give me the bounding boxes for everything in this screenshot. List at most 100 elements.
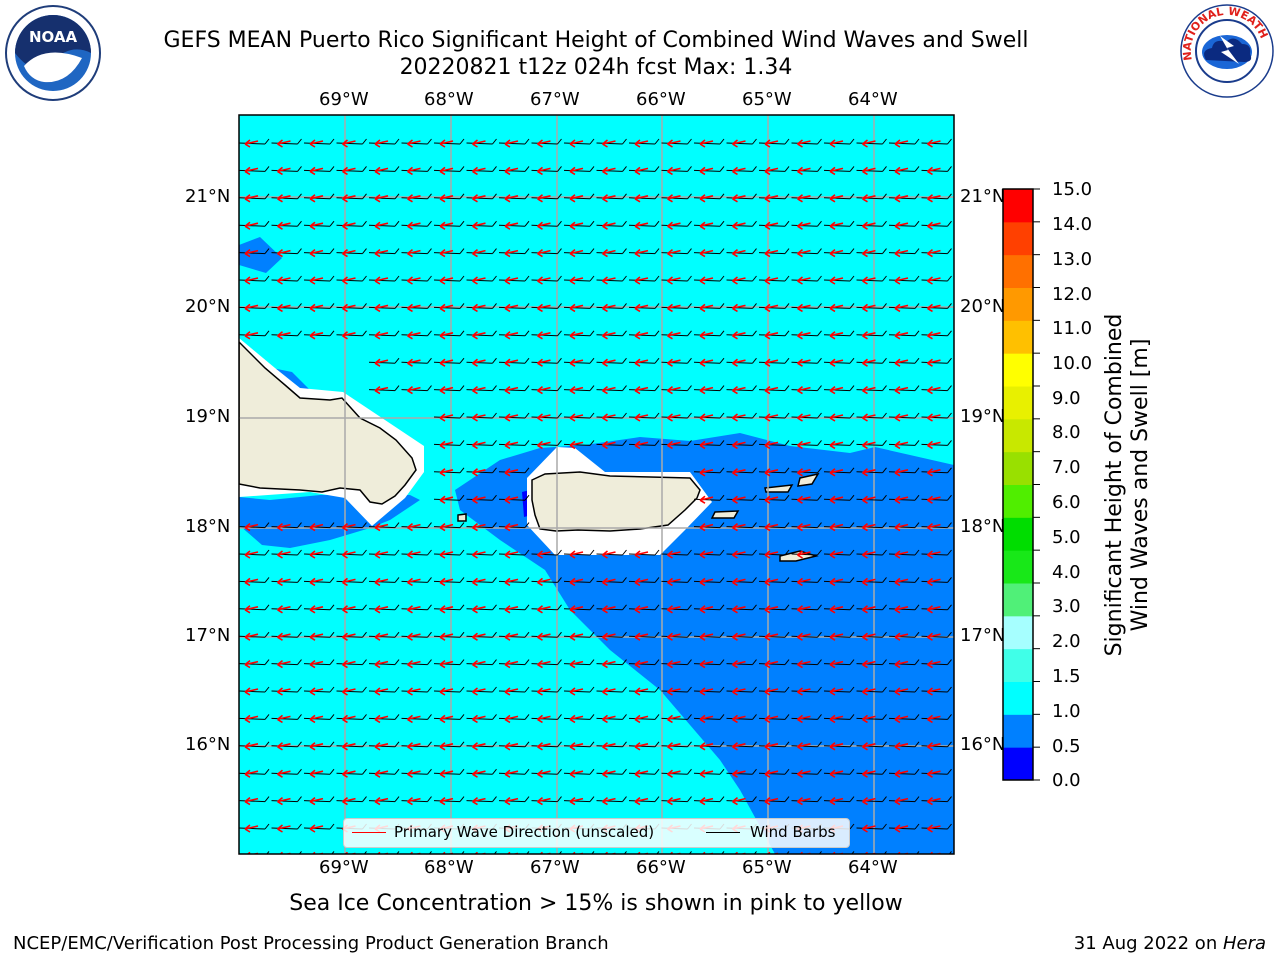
wind-barb — [856, 577, 887, 583]
wave-wind-marker — [693, 385, 725, 395]
wave-arrow — [309, 824, 324, 833]
wind-barb — [693, 357, 725, 364]
wind-barb — [401, 741, 432, 748]
wave-arrow — [309, 659, 324, 669]
wave-wind-marker — [498, 166, 530, 176]
wave-wind-marker — [336, 631, 367, 641]
wind-barb — [856, 494, 887, 501]
wind-barb — [466, 412, 497, 419]
wind-barb — [888, 248, 920, 255]
wave-arrow — [537, 440, 551, 450]
wave-wind-marker — [758, 467, 790, 477]
wave-arrow — [699, 796, 714, 806]
colorbar-tick: 0.5 — [1052, 736, 1081, 757]
wave-wind-marker — [596, 166, 627, 176]
wave-arrow — [504, 221, 519, 230]
wave-arrow — [342, 276, 356, 285]
wave-wind-marker — [856, 248, 887, 258]
wave-wind-marker — [661, 659, 692, 669]
wave-wind-marker — [498, 768, 530, 778]
wave-wind-marker — [466, 440, 497, 450]
wave-arrow — [797, 413, 811, 422]
wave-arrow — [732, 358, 746, 367]
wind-barb — [531, 549, 562, 556]
wind-barb — [531, 741, 562, 748]
wind-barb — [498, 659, 530, 666]
wave-wind-marker — [661, 440, 692, 450]
wave-arrow — [797, 221, 811, 230]
wave-wind-marker — [531, 549, 562, 559]
wave-arrow — [374, 742, 389, 751]
wind-barb — [888, 440, 920, 446]
wave-wind-marker — [498, 577, 530, 587]
wind-barb — [693, 166, 725, 172]
wave-arrow — [472, 248, 486, 258]
wave-wind-marker — [271, 796, 302, 806]
colorbar-tick: 6.0 — [1052, 492, 1081, 513]
colorbar-tick: 7.0 — [1052, 457, 1081, 478]
wave-arrow — [569, 166, 584, 176]
wave-wind-marker — [628, 631, 660, 641]
colorbar-segment — [1003, 681, 1033, 715]
wind-barb — [791, 577, 822, 583]
wave-wind-marker — [726, 303, 757, 313]
wave-wind-marker — [921, 330, 952, 340]
wave-wind-marker — [823, 494, 855, 504]
wave-wind-marker — [726, 494, 757, 504]
wind-barb — [401, 330, 432, 337]
wind-barb — [823, 604, 855, 611]
colorbar — [1003, 188, 1040, 781]
wave-wind-marker — [758, 631, 790, 641]
wave-arrow — [797, 139, 811, 148]
wave-arrow — [504, 331, 519, 340]
wave-wind-marker — [888, 303, 920, 313]
land-puerto-rico — [531, 471, 701, 532]
wave-arrow — [634, 276, 649, 285]
wave-wind-marker — [433, 686, 465, 696]
wind-barb — [336, 275, 367, 282]
wave-wind-marker — [368, 659, 400, 669]
wave-wind-marker — [596, 796, 627, 806]
wave-arrow — [407, 194, 421, 203]
wave-arrow — [667, 687, 681, 696]
wave-arrow — [309, 248, 324, 258]
wind-barb — [693, 275, 725, 282]
wave-wind-marker — [661, 357, 692, 367]
wave-arrow — [699, 468, 714, 477]
wave-arrow — [894, 796, 909, 806]
wave-arrow — [894, 605, 909, 614]
wave-arrow — [927, 385, 941, 395]
wave-arrow — [277, 522, 291, 532]
wind-barb — [726, 549, 757, 556]
wave-arrow — [342, 221, 356, 230]
wind-barb — [823, 741, 855, 748]
wave-wind-marker — [693, 522, 725, 532]
wind-barb — [693, 577, 725, 583]
wave-arrow — [537, 714, 551, 724]
wind-barb — [271, 220, 302, 227]
wave-wind-marker — [791, 631, 822, 641]
wave-wind-marker — [368, 686, 400, 696]
wind-barb — [239, 659, 270, 666]
wind-barb — [921, 248, 952, 255]
wind-barb — [888, 659, 920, 666]
wave-wind-marker — [791, 768, 822, 778]
wave-arrow — [309, 303, 324, 313]
noaa-logo-text: NOAA — [29, 28, 78, 46]
wave-arrow — [439, 714, 454, 724]
wave-wind-marker — [693, 686, 725, 696]
wave-wind-marker — [563, 768, 595, 778]
wind-barb — [888, 166, 920, 172]
wave-arrow — [602, 687, 616, 696]
wave-arrow — [342, 139, 356, 148]
wave-wind-marker — [563, 220, 595, 230]
wave-arrow — [504, 248, 519, 258]
wave-wind-marker — [401, 220, 432, 230]
wave-arrow — [829, 769, 844, 778]
wave-arrow — [894, 769, 909, 778]
wave-wind-marker — [758, 385, 790, 395]
wind-barb — [758, 138, 790, 145]
wind-barb — [628, 631, 660, 638]
wave-wind-marker — [823, 248, 855, 258]
wind-barb — [336, 248, 367, 255]
